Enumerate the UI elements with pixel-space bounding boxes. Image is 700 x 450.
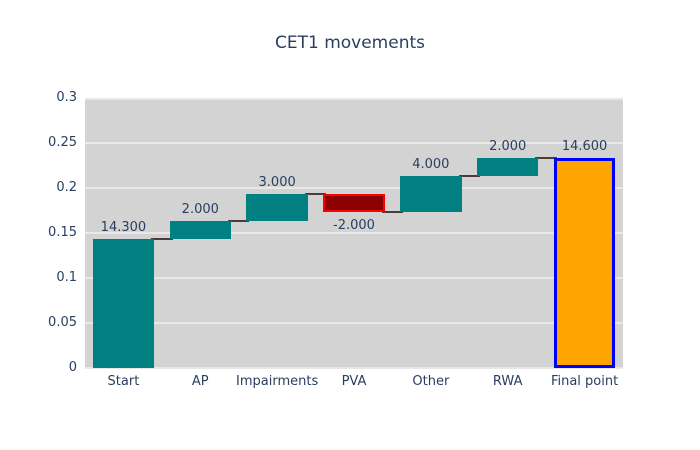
gridline [85, 277, 623, 279]
bar-final-point[interactable] [553, 158, 616, 368]
bar-label: 2.000 [181, 202, 219, 218]
x-tick-label: Impairments [236, 374, 319, 389]
gridline [85, 322, 623, 324]
gridline [85, 232, 623, 234]
bar-impairments[interactable] [246, 194, 308, 222]
y-tick-label: 0.3 [56, 90, 77, 105]
bar-label: 14.600 [561, 139, 608, 155]
bar-label: 14.300 [100, 220, 147, 236]
x-tick-label: Start [107, 374, 140, 389]
y-tick-label: 0.15 [48, 225, 77, 240]
gridline [85, 142, 623, 144]
x-tick-label: RWA [492, 374, 523, 389]
gridline [85, 367, 623, 369]
bar-start[interactable] [92, 239, 155, 368]
x-tick-label: AP [191, 374, 209, 389]
bar-label: 3.000 [258, 175, 296, 191]
connector-line [304, 193, 327, 196]
x-tick-label: Final point [550, 374, 619, 389]
bar-label: 2.000 [489, 139, 527, 155]
chart-title: CET1 movements [274, 33, 425, 53]
gridline [85, 98, 623, 100]
bar-label: -2.000 [333, 218, 375, 234]
x-tick-label: PVA [341, 374, 367, 389]
y-tick-label: 0.2 [56, 180, 77, 195]
x-tick-label: Other [412, 374, 450, 389]
bar-other[interactable] [400, 176, 462, 213]
y-tick-label: 0 [68, 360, 77, 375]
bar-rwa[interactable] [476, 158, 539, 177]
y-tick-label: 0.05 [48, 315, 77, 330]
bar-label: 4.000 [412, 157, 450, 173]
bar-ap[interactable] [169, 221, 232, 240]
gridline [85, 187, 623, 189]
y-tick-label: 0.1 [56, 270, 77, 285]
connector-line [381, 211, 404, 214]
bar-pva[interactable] [323, 194, 385, 213]
connector-line [151, 238, 173, 241]
connector-line [228, 220, 250, 223]
connector-line [458, 175, 480, 178]
y-tick-label: 0.25 [48, 135, 77, 150]
connector-line [535, 157, 557, 160]
